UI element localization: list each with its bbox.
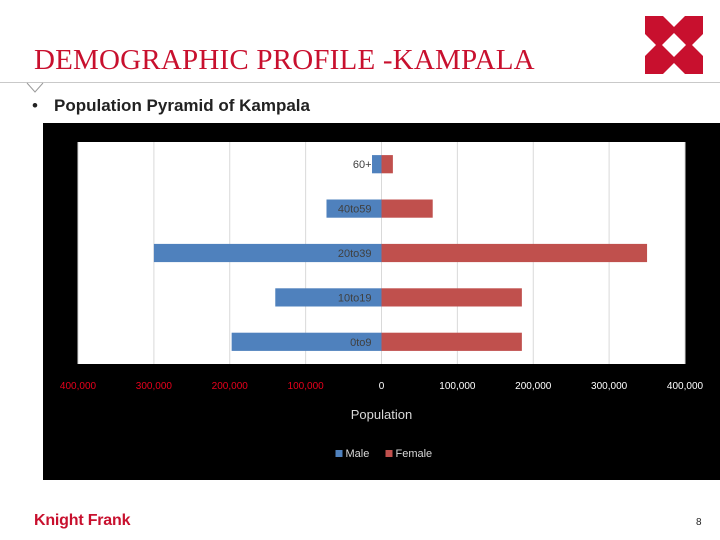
population-pyramid-chart: 400,000 300,000 200,000 100,000 0 100,000 200,… xyxy=(43,123,720,480)
legend-label: Female xyxy=(396,448,433,460)
category-label: 10to19 xyxy=(338,292,372,304)
legend-swatch xyxy=(335,450,343,457)
bar-male xyxy=(275,288,382,307)
legend-label: Male xyxy=(346,448,370,460)
slide-title: DEMOGRAPHIC PROFILE -KAMPALA xyxy=(34,44,535,76)
x-tick-label: 400,000 xyxy=(60,381,97,392)
chart-svg: 400,000 300,000 200,000 100,000 0 100,000 200,… xyxy=(43,123,720,480)
category-label: 60+ xyxy=(353,159,372,171)
x-tick-label: 200,000 xyxy=(515,381,552,392)
bullet-item: • Population Pyramid of Kampala xyxy=(32,96,310,116)
x-tick-label: 100,000 xyxy=(288,381,325,392)
category-label: 0to9 xyxy=(350,337,371,349)
legend-swatch xyxy=(385,450,393,457)
bar-female xyxy=(381,332,522,351)
footer-brand: Knight Frank xyxy=(34,512,131,529)
brand-logo-icon xyxy=(645,16,703,74)
x-tick-label: 300,000 xyxy=(136,381,173,392)
bullet-symbol: • xyxy=(32,96,38,115)
bar-female xyxy=(381,243,648,263)
x-tick-label: 400,000 xyxy=(667,381,704,392)
x-tick-label: 300,000 xyxy=(591,381,628,392)
page-number: 8 xyxy=(696,517,702,528)
bar-female xyxy=(381,288,522,307)
bullet-text: Population Pyramid of Kampala xyxy=(54,96,310,115)
category-label: 40to59 xyxy=(338,204,372,216)
divider-notch-icon xyxy=(26,82,44,93)
bar-female xyxy=(381,199,433,218)
bar-male xyxy=(326,199,382,218)
title-divider xyxy=(0,82,720,83)
bar-male xyxy=(231,332,382,351)
x-tick-label: 0 xyxy=(379,381,385,392)
bar-male xyxy=(153,243,382,263)
x-tick-label: 200,000 xyxy=(212,381,249,392)
category-label: 20to39 xyxy=(338,248,372,260)
bar-female xyxy=(381,155,393,174)
x-axis-title: Population xyxy=(351,407,412,422)
x-tick-label: 100,000 xyxy=(439,381,476,392)
bar-male xyxy=(372,155,382,174)
